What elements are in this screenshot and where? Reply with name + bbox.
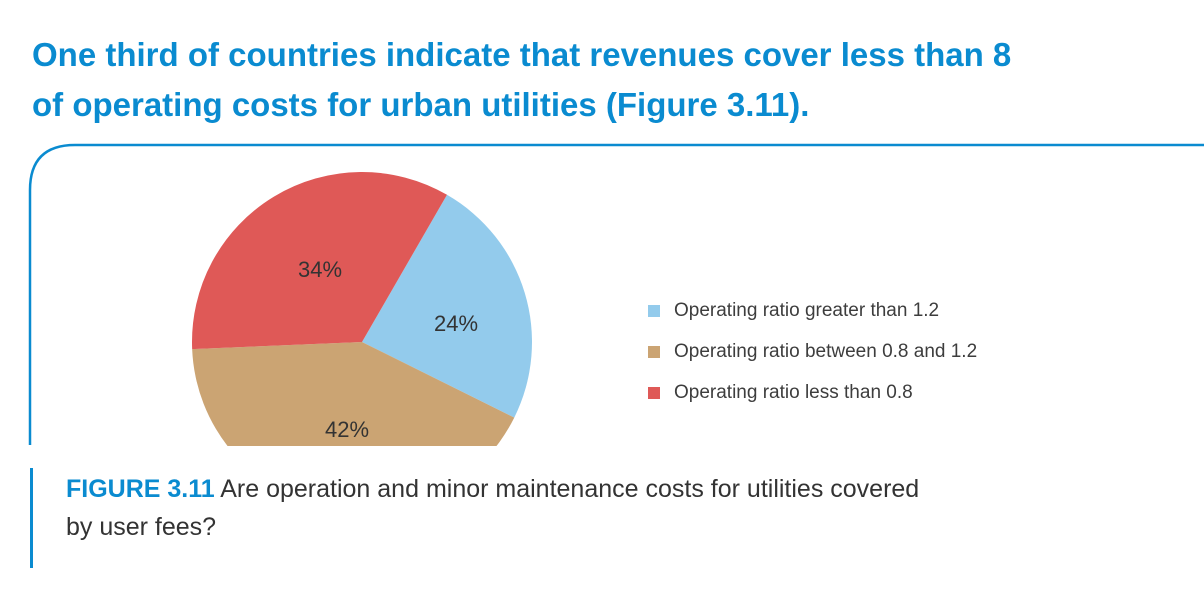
- slice-label-less-than-0-8: 34%: [298, 257, 342, 282]
- headline-line-1: One third of countries indicate that rev…: [32, 36, 1012, 73]
- figure-caption: FIGURE 3.11 Are operation and minor main…: [66, 470, 1204, 546]
- pie-slice-less-than-0-8: [192, 172, 447, 350]
- legend-label-less-than-0-8: Operating ratio less than 0.8: [674, 381, 913, 403]
- legend-swatch-less-than-0-8: [648, 386, 660, 399]
- legend-swatch-greater-than-1-2: [648, 304, 660, 317]
- caption-accent-bar: [30, 468, 33, 568]
- headline: One third of countries indicate that rev…: [32, 30, 1204, 130]
- caption-figure-label: FIGURE 3.11: [66, 475, 215, 503]
- legend-label-greater-than-1-2: Operating ratio greater than 1.2: [674, 299, 940, 321]
- slice-label-between-0-8-and-1-2: 42%: [325, 417, 369, 442]
- legend-item-greater-than-1-2: Operating ratio greater than 1.2: [648, 290, 977, 331]
- pie-slice-greater-than-1-2: [362, 194, 532, 418]
- caption-line-2: by user fees?: [66, 513, 217, 541]
- legend-item-between-0-8-and-1-2: Operating ratio between 0.8 and 1.2: [648, 331, 977, 372]
- slice-label-greater-than-1-2: 24%: [434, 311, 478, 336]
- legend-label-between-0-8-and-1-2: Operating ratio between 0.8 and 1.2: [674, 340, 978, 362]
- caption-line-1: FIGURE 3.11 Are operation and minor main…: [66, 470, 1204, 508]
- legend-swatch-between-0-8-and-1-2: [648, 345, 660, 358]
- pie-slice-between-0-8-and-1-2: [192, 342, 515, 446]
- headline-line-2: of operating costs for urban utilities (…: [32, 86, 810, 123]
- legend-item-less-than-0-8: Operating ratio less than 0.8: [648, 372, 977, 413]
- caption-text-1: Are operation and minor maintenance cost…: [214, 475, 920, 503]
- chart-legend: Operating ratio greater than 1.2 Operati…: [648, 290, 977, 413]
- pie-slices: [192, 172, 532, 446]
